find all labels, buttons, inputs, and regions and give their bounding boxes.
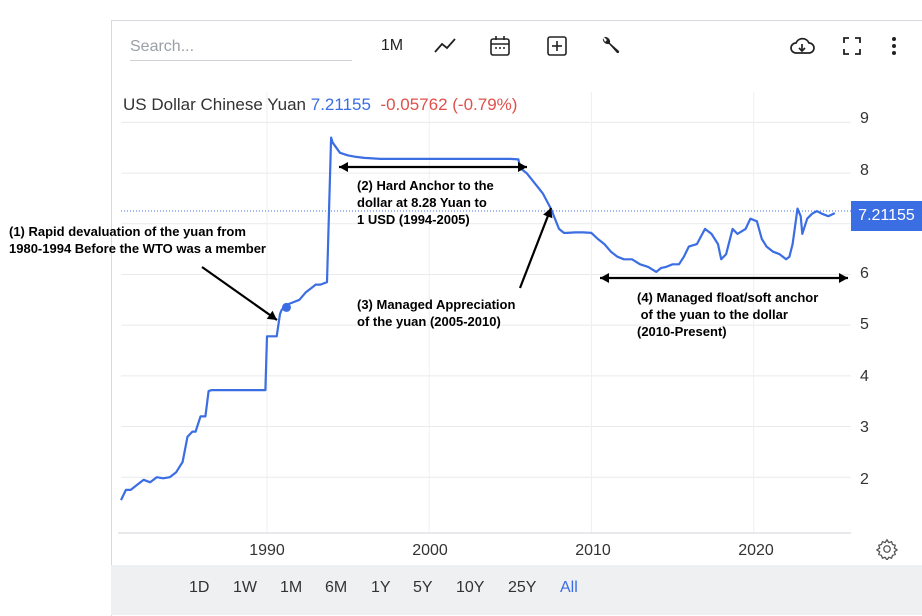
y-tick-label: 9 [860,110,869,127]
chart-legend: US Dollar Chinese Yuan 7.21155 -0.05762 … [123,95,517,115]
range-selector-bar [111,565,922,615]
range-1y-button[interactable]: 1Y [371,579,391,596]
y-tick-label: 6 [860,265,869,282]
y-tick-label: 8 [860,162,869,179]
y-tick-label: 2 [860,471,869,488]
annotation-arrow-3 [518,207,553,289]
x-tick-label: 1990 [249,542,285,559]
annotation-2: (2) Hard Anchor to the dollar at 8.28 Yu… [357,178,494,227]
y-tick-label: 4 [860,368,869,385]
y-tick-label: 5 [860,316,869,333]
range-all-button[interactable]: All [560,579,578,596]
x-tick-label: 2010 [575,542,611,559]
range-5y-button[interactable]: 5Y [413,579,433,596]
range-6m-button[interactable]: 6M [325,579,348,596]
arrow-head [600,273,609,283]
range-1d-button[interactable]: 1D [189,579,210,596]
arrow-head [839,273,848,283]
price-change: -0.05762 (-0.79%) [380,95,518,114]
line-chart-icon[interactable] [430,32,460,60]
annotation-1: (1) Rapid devaluation of the yuan from 1… [9,224,266,256]
add-box-icon[interactable] [543,32,571,60]
more-vert-icon[interactable] [884,32,904,60]
range-1m-button[interactable]: 1M [280,579,303,596]
annotation-3: (3) Managed Appreciation of the yuan (20… [357,297,516,329]
annotation-4: (4) Managed float/soft anchor of the yua… [637,290,819,339]
arrow-head [339,162,348,172]
chart-widget [111,20,922,616]
interval-button[interactable]: 1M [380,37,404,54]
range-25y-button[interactable]: 25Y [508,579,537,596]
search-input[interactable]: Search... [130,38,352,61]
arrow-head [543,208,553,219]
fullscreen-icon[interactable] [838,32,866,60]
calendar-icon[interactable] [485,32,515,60]
range-10y-button[interactable]: 10Y [456,579,485,596]
instrument-name: US Dollar Chinese Yuan [123,95,307,114]
arrow-head [266,310,277,320]
hover-marker [281,302,291,312]
last-price-tag: 7.21155 [851,201,922,231]
settings-gear-icon[interactable] [875,538,899,565]
x-tick-label: 2020 [738,542,774,559]
arrow-head [518,162,527,172]
range-1w-button[interactable]: 1W [233,579,257,596]
cloud-download-icon[interactable] [787,32,817,60]
wrench-icon[interactable] [597,32,625,60]
x-tick-label: 2000 [412,542,448,559]
y-tick-label: 3 [860,419,869,436]
last-price: 7.21155 [310,95,371,114]
annotation-arrow-1 [201,266,278,321]
